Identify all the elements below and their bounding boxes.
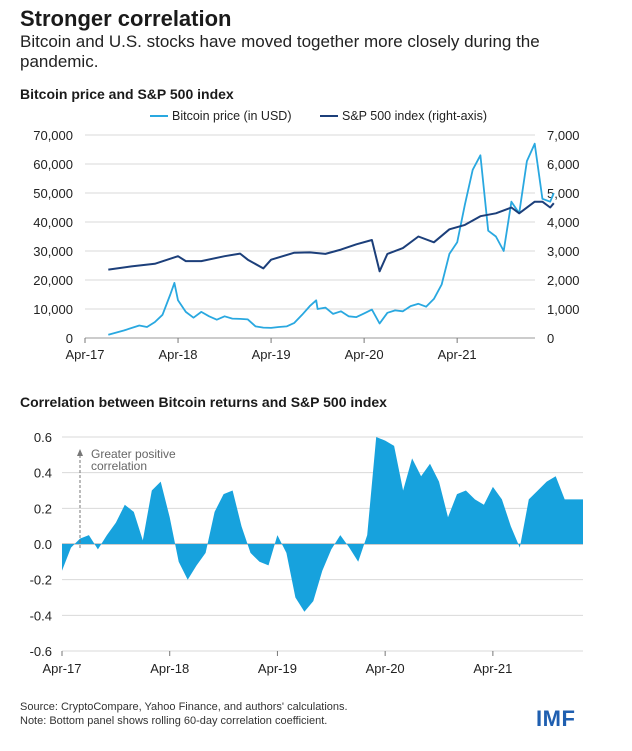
x-tick-label: Apr-21	[438, 347, 477, 362]
source-text: Source: CryptoCompare, Yahoo Finance, an…	[20, 701, 348, 713]
y-tick-left: 60,000	[33, 157, 73, 172]
page-title: Stronger correlation	[20, 6, 232, 31]
y-tick-right: 4,000	[547, 215, 580, 230]
x-tick-label: Apr-18	[150, 661, 189, 676]
source-note: Source: CryptoCompare, Yahoo Finance, an…	[20, 700, 348, 728]
y-tick: -0.6	[30, 644, 52, 659]
y-tick: -0.4	[30, 608, 52, 623]
y-tick-left: 10,000	[33, 302, 73, 317]
y-tick-right: 1,000	[547, 302, 580, 317]
legend-label-sp500: S&P 500 index (right-axis)	[342, 109, 487, 123]
x-tick-label: Apr-20	[366, 661, 405, 676]
page-subtitle: Bitcoin and U.S. stocks have moved toget…	[20, 32, 540, 71]
y-tick-left: 50,000	[33, 186, 73, 201]
y-tick-right: 7,000	[547, 128, 580, 143]
sp500-line	[108, 200, 555, 273]
y-tick-right: 6,000	[547, 157, 580, 172]
y-tick: 0.0	[34, 537, 52, 552]
annotation-arrow-head	[77, 449, 83, 456]
y-tick-right: 3,000	[547, 244, 580, 259]
chart1-title: Bitcoin price and S&P 500 index	[20, 86, 234, 102]
correlation-area	[62, 437, 583, 612]
y-tick-left: 40,000	[33, 215, 73, 230]
note-text: Note: Bottom panel shows rolling 60-day …	[20, 715, 328, 727]
x-tick-label: Apr-19	[252, 347, 291, 362]
y-tick-left: 30,000	[33, 244, 73, 259]
y-tick: -0.2	[30, 573, 52, 588]
x-tick-label: Apr-21	[473, 661, 512, 676]
x-tick-label: Apr-20	[345, 347, 384, 362]
chart2-title: Correlation between Bitcoin returns and …	[20, 394, 387, 410]
annotation-text-line2: correlation	[91, 459, 147, 473]
y-tick-left: 0	[66, 331, 73, 346]
y-tick: 0.2	[34, 501, 52, 516]
x-tick-label: Apr-19	[258, 661, 297, 676]
y-tick: 0.4	[34, 466, 52, 481]
x-tick-label: Apr-17	[65, 347, 104, 362]
x-tick-label: Apr-18	[159, 347, 198, 362]
annotation-text-line1: Greater positive	[91, 447, 176, 461]
y-tick-right: 0	[547, 331, 554, 346]
bitcoin-line	[108, 142, 555, 336]
price-chart: 0 0 10,000 1,000 20,000 2,000 30,000 3,000 40,00…	[33, 109, 580, 362]
y-tick-right: 2,000	[547, 273, 580, 288]
legend-label-bitcoin: Bitcoin price (in USD)	[172, 109, 291, 123]
y-tick-left: 20,000	[33, 273, 73, 288]
x-tick-label: Apr-17	[42, 661, 81, 676]
y-tick-left: 70,000	[33, 128, 73, 143]
y-tick-right: 5,000	[547, 186, 580, 201]
imf-logo: IMF	[536, 706, 576, 731]
y-tick: 0.6	[34, 430, 52, 445]
